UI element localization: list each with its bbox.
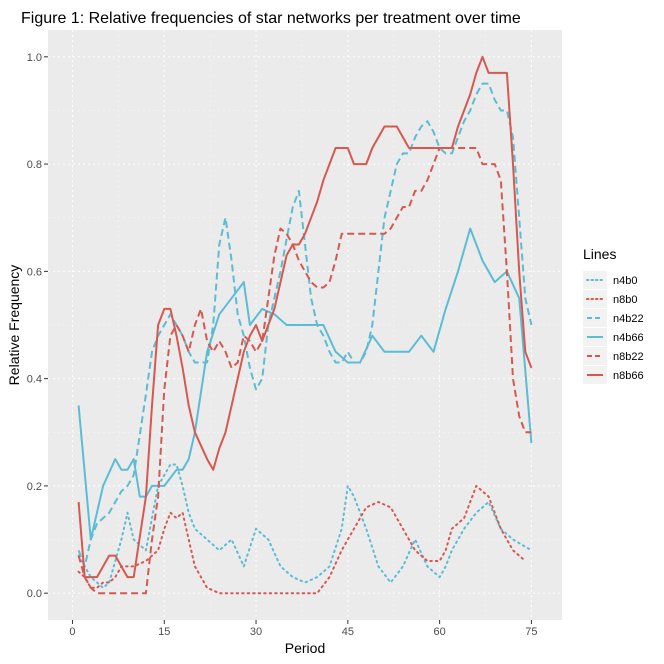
x-tick-label: 45 <box>342 626 354 638</box>
legend-label-n4b66: n4b66 <box>613 332 644 344</box>
series-line-n8b0 <box>77 484 527 595</box>
y-tick-label: 0.0 <box>27 588 42 600</box>
legend-label-n4b0: n4b0 <box>613 275 637 287</box>
y-tick-label: 1.0 <box>27 52 42 64</box>
legend-label-n8b0: n8b0 <box>613 294 637 306</box>
series-line-n4b0 <box>77 463 533 589</box>
legend: Lines n4b0 n8b0 n4b22 n4b66 n8b22 n8b66 <box>583 246 644 384</box>
series-line-n8b22 <box>77 147 532 595</box>
y-axis-label: Relative Frequency <box>6 265 22 386</box>
y-tick-label: 0.6 <box>27 266 42 278</box>
x-axis-label: Period <box>285 640 325 656</box>
legend-label-n8b66: n8b66 <box>613 370 644 382</box>
legend-label-n4b22: n4b22 <box>613 313 644 325</box>
x-tick-label: 0 <box>69 626 75 638</box>
x-tick-label: 15 <box>158 626 170 638</box>
y-tick-label: 0.4 <box>27 374 42 386</box>
series-line-n4b66 <box>77 227 533 541</box>
axes: 0 15 30 45 60 75 0.0 0.2 0.4 0.6 0.8 1.0 <box>27 52 538 638</box>
y-tick-label: 0.8 <box>27 159 42 171</box>
series-layer <box>77 55 533 595</box>
chart-title: Figure 1: Relative frequencies of star n… <box>21 10 521 27</box>
x-tick-label: 75 <box>525 626 537 638</box>
series-line-n8b66 <box>77 55 533 579</box>
legend-title: Lines <box>583 246 616 262</box>
legend-label-n8b22: n8b22 <box>613 351 644 363</box>
y-tick-label: 0.2 <box>27 481 42 493</box>
x-tick-label: 30 <box>250 626 262 638</box>
x-tick-label: 60 <box>433 626 445 638</box>
